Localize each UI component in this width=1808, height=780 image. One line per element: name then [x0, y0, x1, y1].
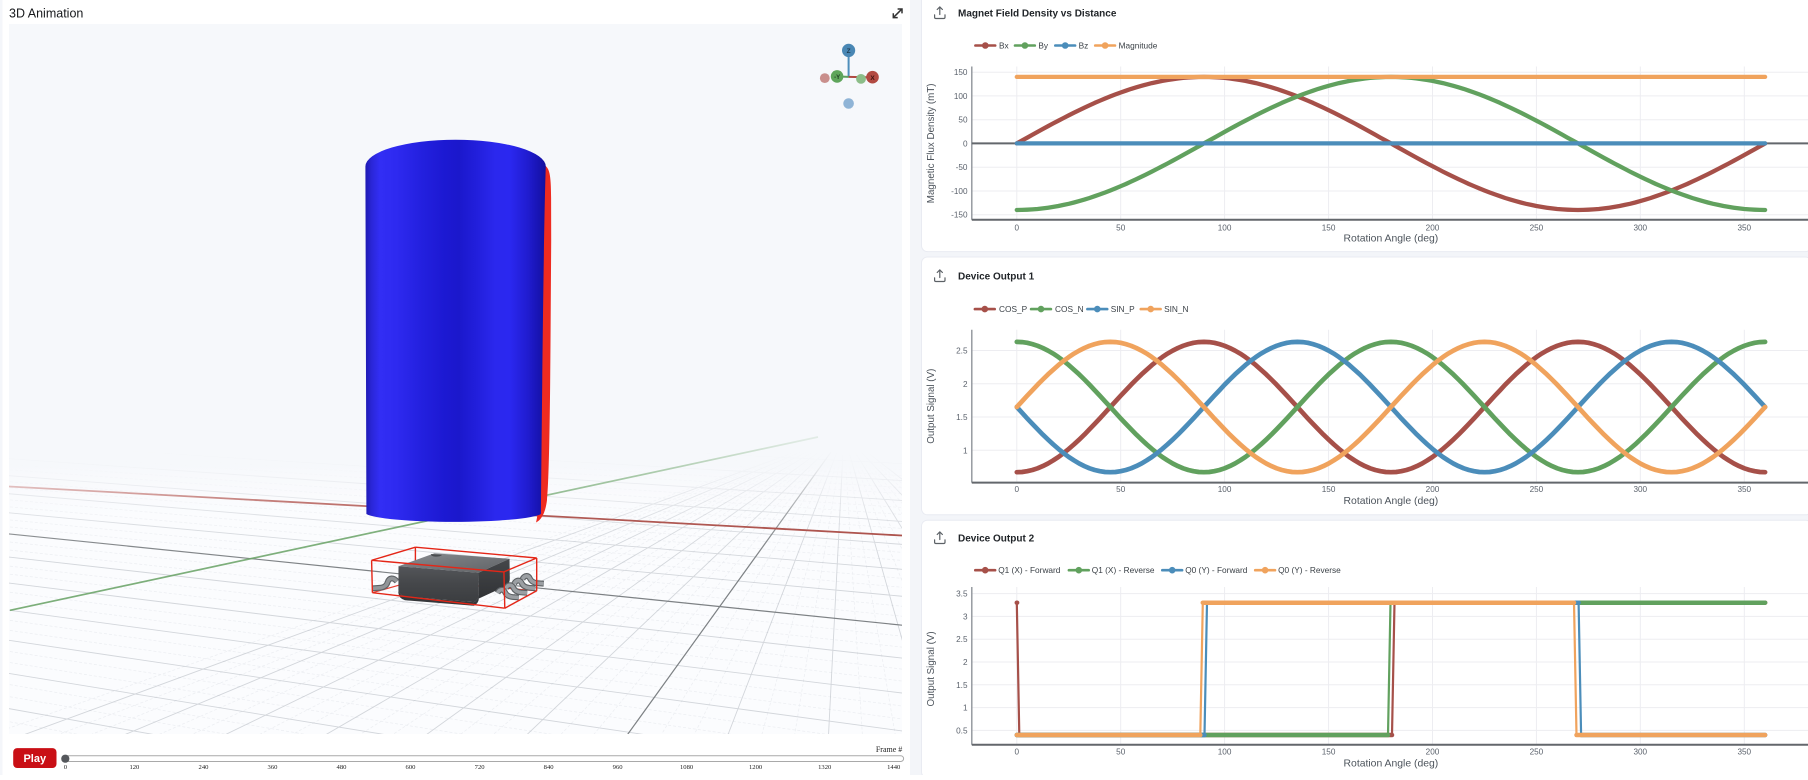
svg-text:Z: Z	[847, 48, 851, 55]
svg-text:By: By	[1038, 41, 1049, 51]
svg-text:250: 250	[1530, 485, 1544, 494]
svg-text:Q0 (Y) - Reverse: Q0 (Y) - Reverse	[1278, 565, 1341, 575]
svg-text:50: 50	[1116, 485, 1126, 494]
svg-text:SIN_N: SIN_N	[1164, 304, 1188, 314]
svg-text:Device Output 1: Device Output 1	[958, 271, 1035, 282]
svg-text:2.5: 2.5	[956, 635, 968, 644]
svg-text:1: 1	[963, 446, 968, 455]
svg-text:COS_N: COS_N	[1055, 304, 1084, 314]
svg-text:SIN_P: SIN_P	[1111, 304, 1135, 314]
svg-text:Q1 (X) - Forward: Q1 (X) - Forward	[998, 565, 1061, 575]
svg-text:350: 350	[1737, 224, 1751, 233]
svg-text:50: 50	[1116, 224, 1126, 233]
svg-text:50: 50	[1116, 747, 1126, 756]
svg-text:Output Signal (V): Output Signal (V)	[926, 369, 937, 444]
svg-text:Output Signal (V): Output Signal (V)	[926, 631, 937, 706]
svg-text:1200: 1200	[749, 764, 763, 771]
svg-text:Play: Play	[23, 753, 47, 765]
svg-text:300: 300	[1633, 485, 1647, 494]
svg-text:1440: 1440	[887, 764, 901, 771]
svg-text:100: 100	[1218, 485, 1232, 494]
svg-text:Q0 (Y) - Forward: Q0 (Y) - Forward	[1185, 565, 1248, 575]
svg-text:50: 50	[958, 116, 968, 125]
svg-text:100: 100	[954, 92, 968, 101]
svg-text:100: 100	[1218, 224, 1232, 233]
svg-text:3D Animation: 3D Animation	[9, 7, 83, 21]
svg-text:3.5: 3.5	[956, 590, 968, 599]
svg-text:350: 350	[1737, 485, 1751, 494]
svg-text:300: 300	[1633, 224, 1647, 233]
svg-text:1.5: 1.5	[956, 413, 968, 422]
svg-text:Magnet Field Density vs Distan: Magnet Field Density vs Distance	[958, 8, 1117, 19]
svg-text:Magnitude: Magnitude	[1119, 41, 1158, 51]
svg-text:150: 150	[1322, 224, 1336, 233]
svg-text:0: 0	[1015, 485, 1020, 494]
svg-text:Bx: Bx	[999, 41, 1010, 51]
svg-text:120: 120	[129, 764, 140, 771]
svg-text:0.5: 0.5	[956, 726, 968, 735]
svg-text:200: 200	[1426, 485, 1440, 494]
svg-text:0: 0	[1015, 224, 1020, 233]
svg-text:-50: -50	[956, 163, 968, 172]
svg-text:240: 240	[199, 764, 210, 771]
svg-text:3: 3	[963, 612, 968, 621]
svg-text:250: 250	[1530, 224, 1544, 233]
svg-text:100: 100	[1218, 747, 1232, 756]
svg-text:1.5: 1.5	[956, 681, 968, 690]
svg-text:Q1 (X) - Reverse: Q1 (X) - Reverse	[1092, 565, 1155, 575]
svg-text:1: 1	[963, 704, 968, 713]
svg-text:Bz: Bz	[1079, 41, 1089, 51]
svg-text:Rotation Angle (deg): Rotation Angle (deg)	[1344, 234, 1439, 245]
svg-text:2.5: 2.5	[956, 347, 968, 356]
svg-text:150: 150	[1322, 485, 1336, 494]
svg-text:150: 150	[1322, 747, 1336, 756]
svg-text:720: 720	[475, 764, 486, 771]
svg-text:-Y: -Y	[834, 75, 840, 81]
svg-text:600: 600	[406, 764, 417, 771]
svg-text:1320: 1320	[818, 764, 832, 771]
svg-text:200: 200	[1426, 224, 1440, 233]
svg-text:-150: -150	[951, 211, 968, 220]
svg-text:350: 350	[1737, 747, 1751, 756]
svg-text:960: 960	[613, 764, 624, 771]
svg-text:480: 480	[337, 764, 348, 771]
svg-text:1080: 1080	[680, 764, 694, 771]
svg-text:Rotation Angle (deg): Rotation Angle (deg)	[1344, 759, 1439, 770]
svg-text:840: 840	[544, 764, 555, 771]
svg-text:150: 150	[954, 68, 968, 77]
svg-text:Device Output 2: Device Output 2	[958, 533, 1035, 544]
svg-text:300: 300	[1633, 747, 1647, 756]
svg-text:200: 200	[1426, 747, 1440, 756]
svg-text:COS_P: COS_P	[999, 304, 1028, 314]
svg-text:2: 2	[963, 380, 968, 389]
svg-text:0: 0	[1015, 747, 1020, 756]
svg-text:Frame #: Frame #	[876, 745, 902, 754]
svg-text:250: 250	[1530, 747, 1544, 756]
svg-text:Magnetic Flux Density (mT): Magnetic Flux Density (mT)	[926, 83, 937, 203]
svg-text:2: 2	[963, 658, 968, 667]
svg-text:Rotation Angle (deg): Rotation Angle (deg)	[1344, 496, 1439, 507]
svg-text:X: X	[870, 75, 875, 82]
svg-text:-100: -100	[951, 187, 968, 196]
svg-text:360: 360	[268, 764, 279, 771]
svg-text:0: 0	[963, 139, 968, 148]
